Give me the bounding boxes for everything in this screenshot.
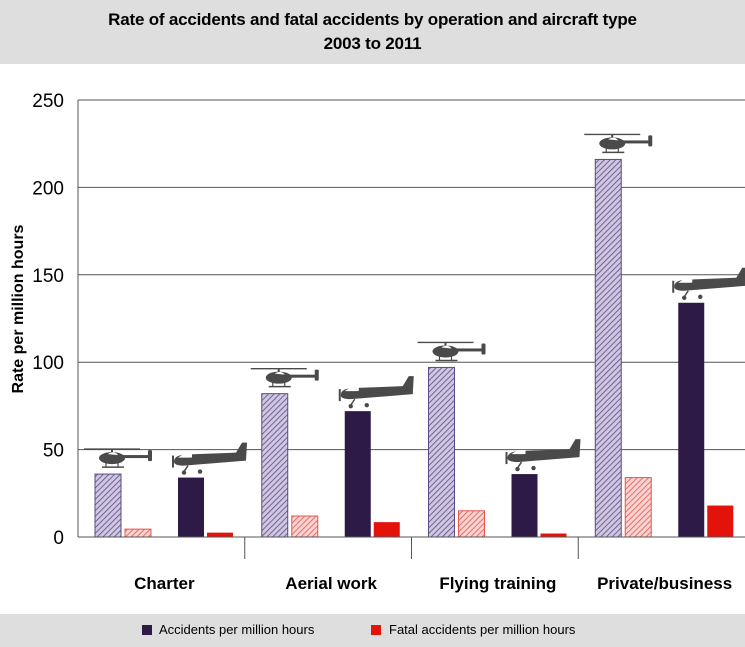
- y-tick-label: 0: [53, 528, 64, 549]
- bar-accidents-helicopter: [261, 393, 289, 538]
- bar-fatal-helicopter: [124, 528, 152, 538]
- x-category-label: Charter: [134, 574, 195, 593]
- y-tick-label: 100: [32, 353, 64, 374]
- helicopter-icon: [416, 341, 487, 362]
- chart-title: Rate of accidents and fatal accidents by…: [108, 10, 637, 29]
- y-tick-label: 150: [32, 266, 64, 287]
- bar-accidents-aeroplane: [344, 411, 371, 537]
- bar-fatal-aeroplane: [540, 533, 567, 537]
- aeroplane-icon: [338, 375, 415, 410]
- x-category-label: Flying training: [439, 574, 556, 593]
- helicopter-icon: [250, 367, 320, 388]
- bar-accidents-helicopter: [94, 473, 122, 538]
- y-axis-label: Rate per million hours: [10, 224, 27, 394]
- bar-fatal-aeroplane: [373, 522, 400, 537]
- bar-accidents-helicopter: [428, 366, 455, 538]
- legend-label-fatal: Fatal accidents per million hours: [389, 622, 576, 637]
- x-category-label: Private/business: [597, 574, 732, 593]
- legend-swatch-accidents: [142, 625, 152, 635]
- aeroplane-icon: [171, 441, 248, 476]
- bar-accidents-helicopter: [594, 158, 622, 538]
- bar-fatal-helicopter: [291, 515, 319, 538]
- aeroplane-icon: [671, 267, 745, 301]
- bar-accidents-aeroplane: [678, 302, 705, 537]
- legend-label-accidents: Accidents per million hours: [159, 622, 315, 637]
- helicopter-icon: [583, 133, 653, 154]
- x-category-label: Aerial work: [285, 574, 377, 593]
- bar-accidents-aeroplane: [178, 477, 204, 537]
- bar-fatal-helicopter: [624, 477, 652, 538]
- bar-fatal-helicopter: [458, 510, 485, 538]
- bar-fatal-aeroplane: [207, 532, 233, 537]
- y-tick-label: 250: [32, 91, 64, 112]
- aeroplane-icon: [504, 438, 582, 473]
- bar-accidents-aeroplane: [511, 474, 538, 537]
- title-band: [0, 0, 745, 64]
- helicopter-icon: [83, 448, 153, 468]
- legend-swatch-fatal: [371, 625, 381, 635]
- bar-fatal-aeroplane: [707, 505, 734, 537]
- y-tick-label: 50: [43, 441, 64, 462]
- y-tick-label: 200: [32, 178, 64, 199]
- chart-subtitle: 2003 to 2011: [323, 34, 422, 53]
